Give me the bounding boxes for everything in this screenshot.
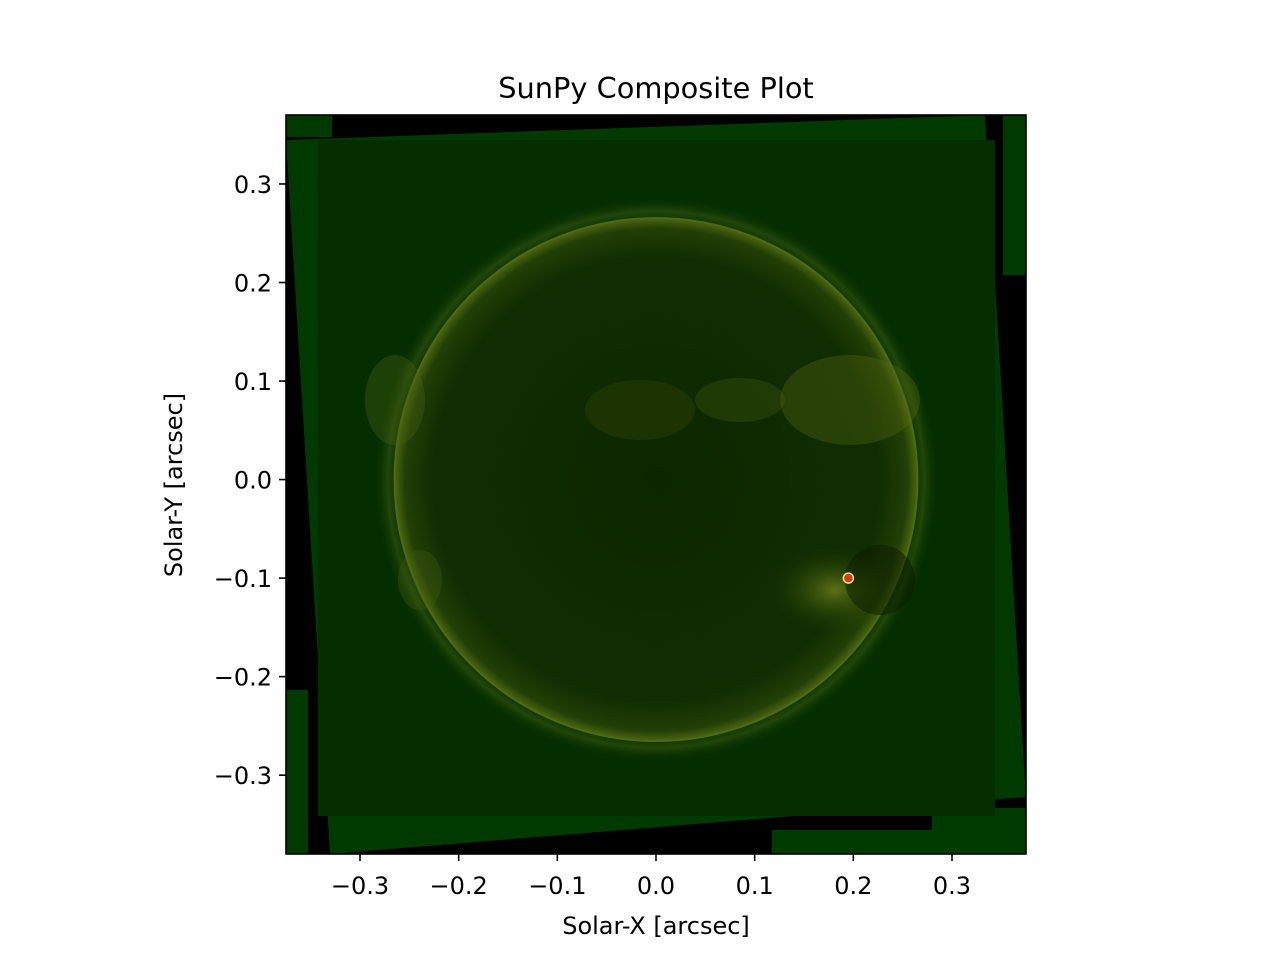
active-region-marker [842, 572, 855, 584]
solar-disk [393, 217, 919, 743]
x-tick-label: 0.0 [637, 872, 675, 900]
x-axis-label: Solar-X [arcsec] [562, 912, 750, 940]
x-tick-label: 0.3 [933, 872, 971, 900]
x-tick-label: −0.1 [528, 872, 586, 900]
x-tick-label: 0.1 [736, 872, 774, 900]
frame-strip-br [772, 830, 1026, 854]
frame-corner-tl [286, 115, 332, 137]
frame-strip-tr [1003, 115, 1026, 275]
y-tick-label: −0.1 [214, 565, 272, 593]
y-axis: 0.3 0.2 0.1 0.0 −0.1 −0.2 −0.3 [214, 171, 286, 790]
y-tick-label: 0.3 [234, 171, 272, 199]
y-axis-label: Solar-Y [arcsec] [160, 393, 188, 577]
y-tick-label: 0.0 [234, 467, 272, 495]
image-area [286, 115, 1026, 854]
x-tick-label: 0.2 [834, 872, 872, 900]
x-axis: −0.3 −0.2 −0.1 0.0 0.1 0.2 0.3 [331, 854, 971, 900]
y-tick-label: −0.2 [214, 664, 272, 692]
disk-features [365, 355, 920, 635]
frame-strip-bl [286, 690, 308, 854]
x-tick-label: −0.3 [331, 872, 389, 900]
chart-title: SunPy Composite Plot [498, 71, 813, 105]
y-tick-label: 0.2 [234, 270, 272, 298]
y-tick-label: 0.1 [234, 368, 272, 396]
x-tick-label: −0.2 [430, 872, 488, 900]
y-tick-label: −0.3 [214, 762, 272, 790]
